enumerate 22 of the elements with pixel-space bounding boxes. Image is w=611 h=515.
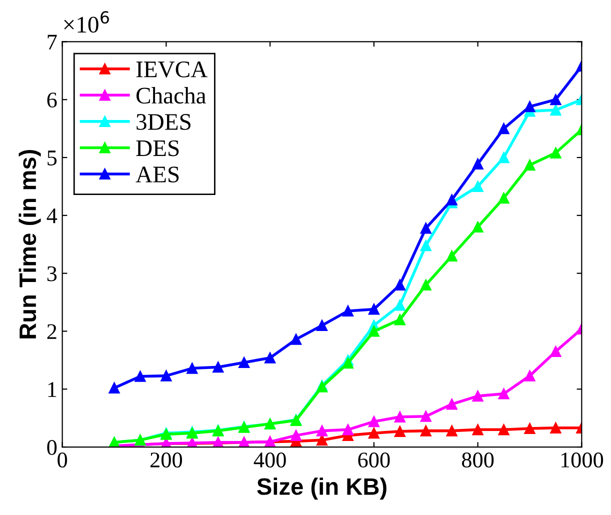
x-tick-label: 600 (358, 452, 390, 468)
y-tick-label: 2 (47, 324, 56, 339)
y-tick-label: 1 (48, 382, 56, 397)
y-tick-label: 5 (48, 150, 57, 166)
legend-label: IEVCA (136, 61, 208, 78)
text: ×10$^{6}$ (64, 11, 109, 33)
y-tick-label: 7 (48, 34, 57, 50)
x-tick-label: 1000 (561, 452, 604, 468)
x-tick-label: 400 (254, 452, 286, 468)
legend-label: DES (136, 140, 179, 156)
legend-label: Chacha (136, 87, 206, 104)
x-axis-title: Size (in KB) (257, 478, 386, 500)
y-tick-label: 6 (47, 92, 57, 108)
legend-label: AES (136, 166, 179, 182)
y-tick-label: 0 (47, 440, 57, 455)
x-tick-label: 200 (150, 452, 182, 468)
legend-label: 3DES (136, 114, 190, 130)
y-tick-label: 3 (47, 266, 57, 282)
x-tick-label: 800 (462, 452, 494, 468)
y-axis-title: Run Time (in ms) (18, 150, 41, 338)
x-tick-label: 0 (58, 452, 68, 468)
y-tick-label: 4 (46, 208, 58, 224)
